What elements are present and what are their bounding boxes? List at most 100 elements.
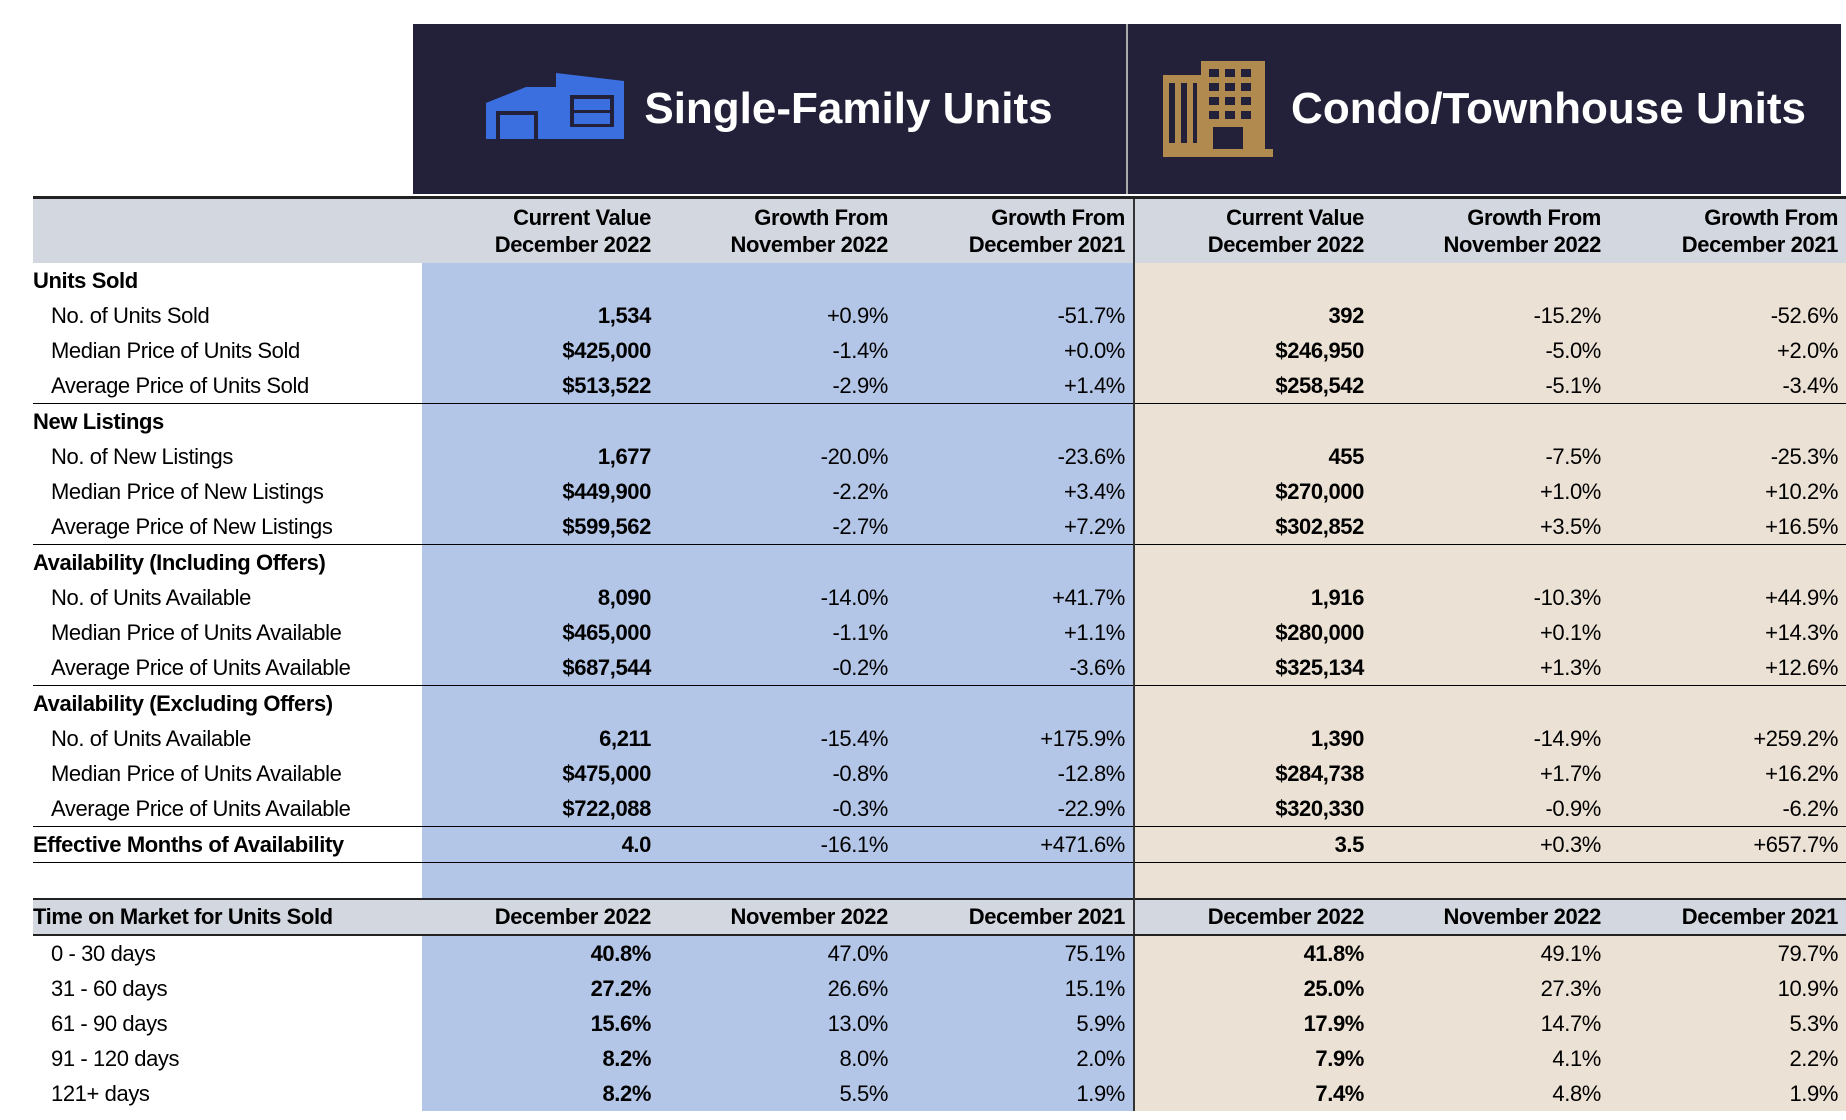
value-cell: -3.6% xyxy=(895,650,1134,686)
value-cell: -12.8% xyxy=(895,756,1134,791)
row-label: No. of Units Available xyxy=(51,584,251,610)
value-cell: -0.8% xyxy=(658,756,896,791)
value-cell: $513,522 xyxy=(422,368,659,404)
value-cell: -2.2% xyxy=(658,474,896,509)
value-cell: 13.0% xyxy=(658,1006,896,1041)
value-cell: 8.2% xyxy=(422,1041,659,1076)
value-cell: +1.0% xyxy=(1371,474,1609,509)
value-cell: $425,000 xyxy=(422,333,659,368)
blank-cell xyxy=(1608,862,1846,899)
value-cell: 1.9% xyxy=(895,1076,1134,1111)
table-row: No. of New Listings 1,677 -20.0% -23.6% 455-… xyxy=(33,439,1846,474)
section-title: Units Sold xyxy=(33,267,138,293)
blank-cell xyxy=(895,403,1134,439)
header-line: December 2022 xyxy=(1207,232,1365,257)
column-header: Growth From December 2021 xyxy=(895,196,1134,263)
row-label: Average Price of New Listings xyxy=(51,513,333,539)
row-label: Median Price of Units Available xyxy=(51,619,342,645)
row-label: Average Price of Units Available xyxy=(51,654,351,680)
row-label: 91 - 120 days xyxy=(51,1045,180,1071)
value-cell: 17.9% xyxy=(1132,1006,1372,1041)
value-cell: 15.6% xyxy=(422,1006,659,1041)
header-line: Growth From xyxy=(1704,205,1838,230)
blank-cell xyxy=(658,263,896,298)
value-cell: +657.7% xyxy=(1608,826,1846,863)
value-cell: $280,000 xyxy=(1132,615,1372,650)
value-cell: -3.4% xyxy=(1608,368,1846,404)
value-cell: 40.8% xyxy=(422,935,659,971)
value-cell: +41.7% xyxy=(895,580,1134,615)
blank-cell xyxy=(1132,263,1372,298)
value-cell: -22.9% xyxy=(895,791,1134,827)
table-row: 31 - 60 days 27.2% 26.6% 15.1% 25.0% 27.3% 10.… xyxy=(33,971,1846,1006)
section-title: Availability (Excluding Offers) xyxy=(33,685,422,721)
row-label: Median Price of New Listings xyxy=(51,478,324,504)
value-cell: 2.0% xyxy=(895,1041,1134,1076)
value-cell: 5.5% xyxy=(658,1076,896,1111)
table-row: Effective Months of Availability 4.0 -16.1… xyxy=(33,826,1846,863)
row-label: 31 - 60 days xyxy=(51,975,168,1001)
value-cell: -23.6% xyxy=(895,439,1134,474)
header-line: Current Value xyxy=(513,205,651,230)
table-row: Availability (Including Offers) xyxy=(33,544,1846,580)
section-title: Availability (Including Offers) xyxy=(33,544,422,580)
value-cell: 4.8% xyxy=(1371,1076,1609,1111)
value-cell: 14.7% xyxy=(1371,1006,1609,1041)
value-cell: 5.3% xyxy=(1608,1006,1846,1041)
blank-cell xyxy=(1371,263,1609,298)
value-cell: $270,000 xyxy=(1132,474,1372,509)
header-line: December 2022 xyxy=(494,232,652,257)
value-cell: -5.0% xyxy=(1371,333,1609,368)
table-row: No. of Units Available 8,090 -14.0% +41.7% 1… xyxy=(33,580,1846,615)
value-cell: 10.9% xyxy=(1608,971,1846,1006)
section-title: Time on Market for Units Sold xyxy=(33,898,422,936)
column-header: December 2022 xyxy=(422,898,659,936)
blank-cell xyxy=(422,263,659,298)
value-cell: 1,916 xyxy=(1132,580,1372,615)
value-cell: 25.0% xyxy=(1132,971,1372,1006)
corner xyxy=(33,196,422,263)
blank-cell xyxy=(422,544,659,580)
row-label: No. of Units Sold xyxy=(51,302,210,328)
value-cell: $320,330 xyxy=(1132,791,1372,827)
value-cell: $246,950 xyxy=(1132,333,1372,368)
value-cell: -7.5% xyxy=(1371,439,1609,474)
value-cell: 49.1% xyxy=(1371,935,1609,971)
row-label: Average Price of Units Available xyxy=(51,795,351,821)
value-cell: +10.2% xyxy=(1608,474,1846,509)
value-cell: -14.0% xyxy=(658,580,896,615)
value-cell: -5.1% xyxy=(1371,368,1609,404)
value-cell: +1.1% xyxy=(895,615,1134,650)
header-line: Current Value xyxy=(1226,205,1364,230)
table-row: 121+ days 8.2% 5.5% 1.9% 7.4% 4.8% 1.9% xyxy=(33,1076,1846,1111)
value-cell: +0.9% xyxy=(658,298,896,333)
table-row: Median Price of Units Sold $425,000 -1.4% +… xyxy=(33,333,1846,368)
value-cell: -51.7% xyxy=(895,298,1134,333)
value-cell: 75.1% xyxy=(895,935,1134,971)
value-cell: +0.3% xyxy=(1371,826,1609,863)
value-cell: $449,900 xyxy=(422,474,659,509)
value-cell: -0.3% xyxy=(658,791,896,827)
value-cell: -20.0% xyxy=(658,439,896,474)
value-cell: +14.3% xyxy=(1608,615,1846,650)
table-row: Median Price of Units Available $465,000-… xyxy=(33,615,1846,650)
value-cell: +1.3% xyxy=(1371,650,1609,686)
blank-cell xyxy=(1132,544,1372,580)
value-cell: $284,738 xyxy=(1132,756,1372,791)
value-cell: 1,534 xyxy=(422,298,659,333)
row-label: No. of Units Available xyxy=(51,725,251,751)
column-header: Growth From November 2022 xyxy=(658,196,896,263)
value-cell: 47.0% xyxy=(658,935,896,971)
value-cell: 4.1% xyxy=(1371,1041,1609,1076)
table-row: New Listings xyxy=(33,403,1846,439)
sf-title: Single-Family Units xyxy=(644,84,1053,133)
column-header: November 2022 xyxy=(1371,898,1609,936)
column-header: November 2022 xyxy=(658,898,896,936)
value-cell: -2.9% xyxy=(658,368,896,404)
value-cell: -6.2% xyxy=(1608,791,1846,827)
row-label: 121+ days xyxy=(51,1080,150,1106)
table-row: Median Price of New Listings $449,900 -2.2… xyxy=(33,474,1846,509)
value-cell: -25.3% xyxy=(1608,439,1846,474)
row-label: Median Price of Units Sold xyxy=(51,337,300,363)
value-cell: +175.9% xyxy=(895,721,1134,756)
